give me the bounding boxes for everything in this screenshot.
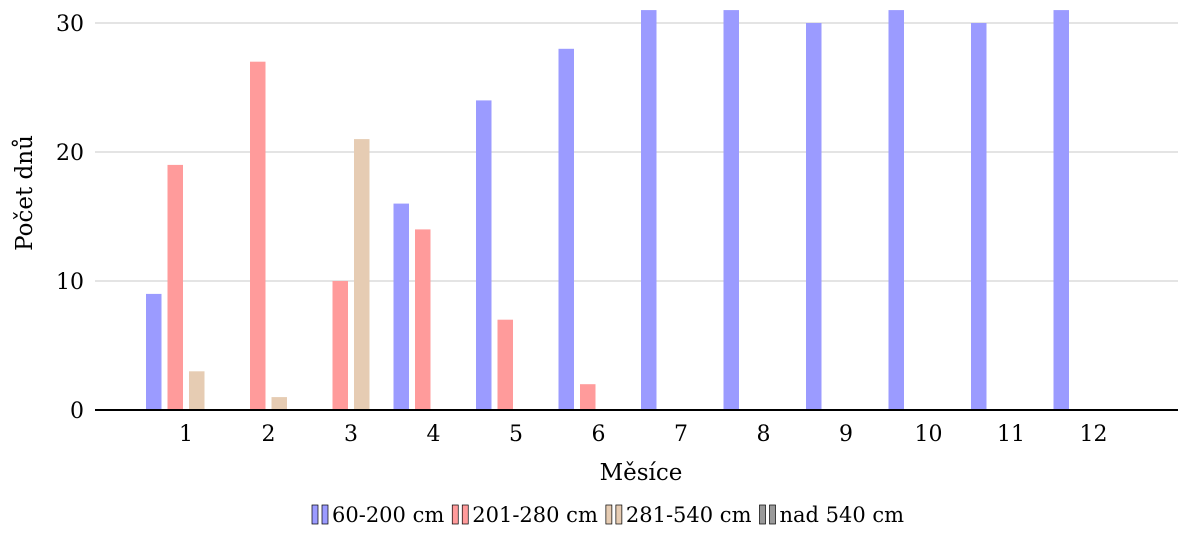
y-axis-title: Počet dnů xyxy=(11,135,38,251)
bar xyxy=(971,23,987,410)
x-tick-label: 5 xyxy=(509,422,523,447)
grid-lines xyxy=(95,22,1178,282)
legend-swatch xyxy=(321,504,329,525)
bar xyxy=(189,371,205,410)
y-tick-label: 20 xyxy=(56,141,84,166)
legend-swatch xyxy=(605,504,613,525)
legend-swatch xyxy=(311,504,319,525)
bar xyxy=(146,293,162,410)
legend-swatch xyxy=(451,504,459,525)
legend-label: 281-540 cm xyxy=(626,503,752,527)
bar xyxy=(558,48,574,411)
x-tick-label: 11 xyxy=(997,422,1025,447)
bar xyxy=(167,164,183,410)
x-tick-label: 1 xyxy=(179,422,193,447)
legend-label: 201-280 cm xyxy=(472,503,598,527)
x-axis-title: Měsíce xyxy=(600,460,683,486)
x-tick-label: 12 xyxy=(1080,422,1108,447)
legend-swatch xyxy=(759,504,766,525)
y-tick-label: 10 xyxy=(56,270,84,295)
bar xyxy=(476,100,492,411)
bar xyxy=(1053,10,1069,410)
y-tick-label: 0 xyxy=(70,399,84,424)
x-tick-label: 2 xyxy=(262,422,276,447)
legend-swatch xyxy=(461,504,469,525)
legend: 60-200 cm 201-280 cm 281-540 cm nad 540 cm xyxy=(311,503,905,527)
bar xyxy=(332,281,348,410)
legend-label: 60-200 cm xyxy=(332,503,444,527)
bar xyxy=(641,10,657,410)
y-tick-labels: 0 10 20 30 xyxy=(56,12,84,424)
legend-label: nad 540 cm xyxy=(780,503,905,527)
x-tick-label: 4 xyxy=(427,422,441,447)
bars xyxy=(146,10,1069,411)
x-tick-labels: 1 2 3 4 5 6 7 8 9 10 11 12 xyxy=(179,422,1108,447)
x-tick-label: 10 xyxy=(915,422,943,447)
x-tick-label: 9 xyxy=(839,422,853,447)
bar xyxy=(723,10,739,410)
bar xyxy=(415,229,431,410)
bar xyxy=(580,384,596,410)
x-tick-label: 8 xyxy=(757,422,771,447)
bar xyxy=(354,139,370,410)
x-tick-label: 3 xyxy=(344,422,358,447)
bar xyxy=(393,203,409,410)
legend-swatch xyxy=(769,504,776,525)
legend-swatch xyxy=(615,504,623,525)
bar xyxy=(806,23,822,410)
x-tick-label: 6 xyxy=(592,422,606,447)
bar xyxy=(497,319,513,410)
bar xyxy=(250,61,266,410)
bar xyxy=(888,10,904,410)
y-tick-label: 30 xyxy=(56,12,84,37)
bar xyxy=(271,397,287,410)
x-tick-label: 7 xyxy=(674,422,688,447)
